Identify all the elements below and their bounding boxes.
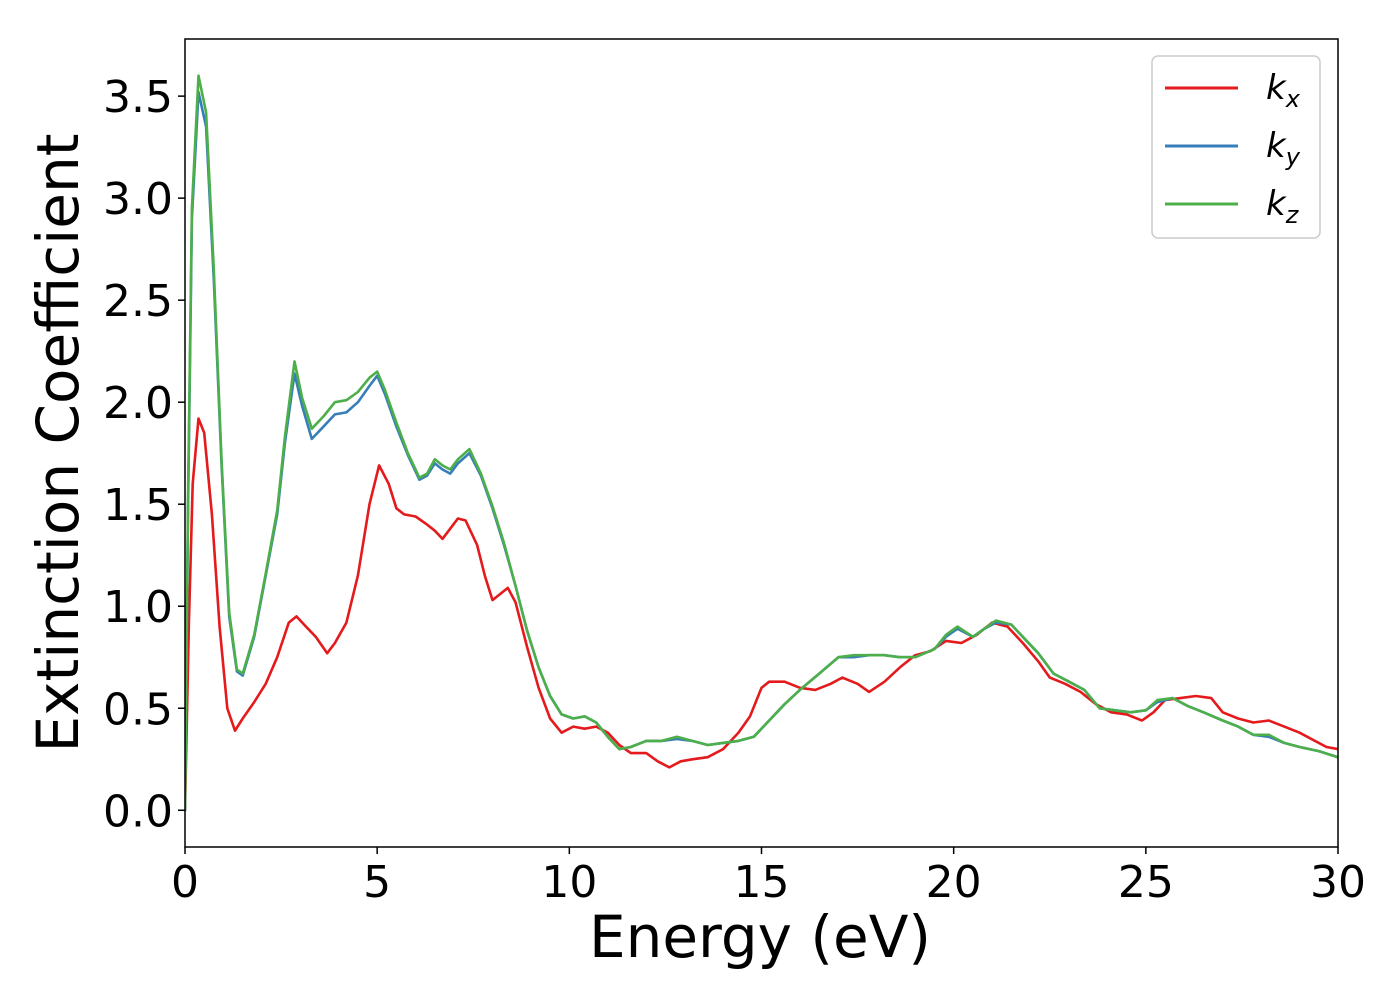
series-line-kz bbox=[185, 74, 1338, 812]
y-tick-label: 2.0 bbox=[103, 378, 173, 429]
y-tick-label: 2.5 bbox=[103, 276, 173, 327]
y-tick-label: 1.5 bbox=[103, 480, 173, 531]
y-tick-label: 3.5 bbox=[103, 72, 173, 123]
x-axis-title: Energy (eV) bbox=[589, 903, 931, 971]
series-lines bbox=[185, 74, 1338, 812]
y-tick-label: 0.0 bbox=[103, 786, 173, 837]
x-axis-ticks: 0 5 10 15 20 25 30 bbox=[171, 847, 1366, 908]
y-axis-title: Extinction Coefficient bbox=[24, 134, 92, 753]
legend-label-kx: kx bbox=[1266, 68, 1301, 113]
x-tick-label: 15 bbox=[734, 857, 790, 908]
y-tick-label: 0.5 bbox=[103, 684, 173, 735]
x-tick-label: 25 bbox=[1118, 857, 1174, 908]
y-tick-label: 1.0 bbox=[103, 582, 173, 633]
x-tick-label: 5 bbox=[363, 857, 391, 908]
legend-label-kz: kz bbox=[1266, 184, 1300, 229]
x-tick-label: 0 bbox=[171, 857, 199, 908]
y-tick-label: 3.0 bbox=[103, 174, 173, 225]
x-tick-label: 30 bbox=[1310, 857, 1366, 908]
legend-label-ky: ky bbox=[1266, 126, 1301, 171]
x-tick-label: 10 bbox=[541, 857, 597, 908]
y-axis-ticks: 0.0 0.5 1.0 1.5 2.0 2.5 3.0 3.5 bbox=[103, 72, 185, 837]
legend: kx ky kz bbox=[1151, 55, 1321, 239]
x-tick-label: 20 bbox=[926, 857, 982, 908]
